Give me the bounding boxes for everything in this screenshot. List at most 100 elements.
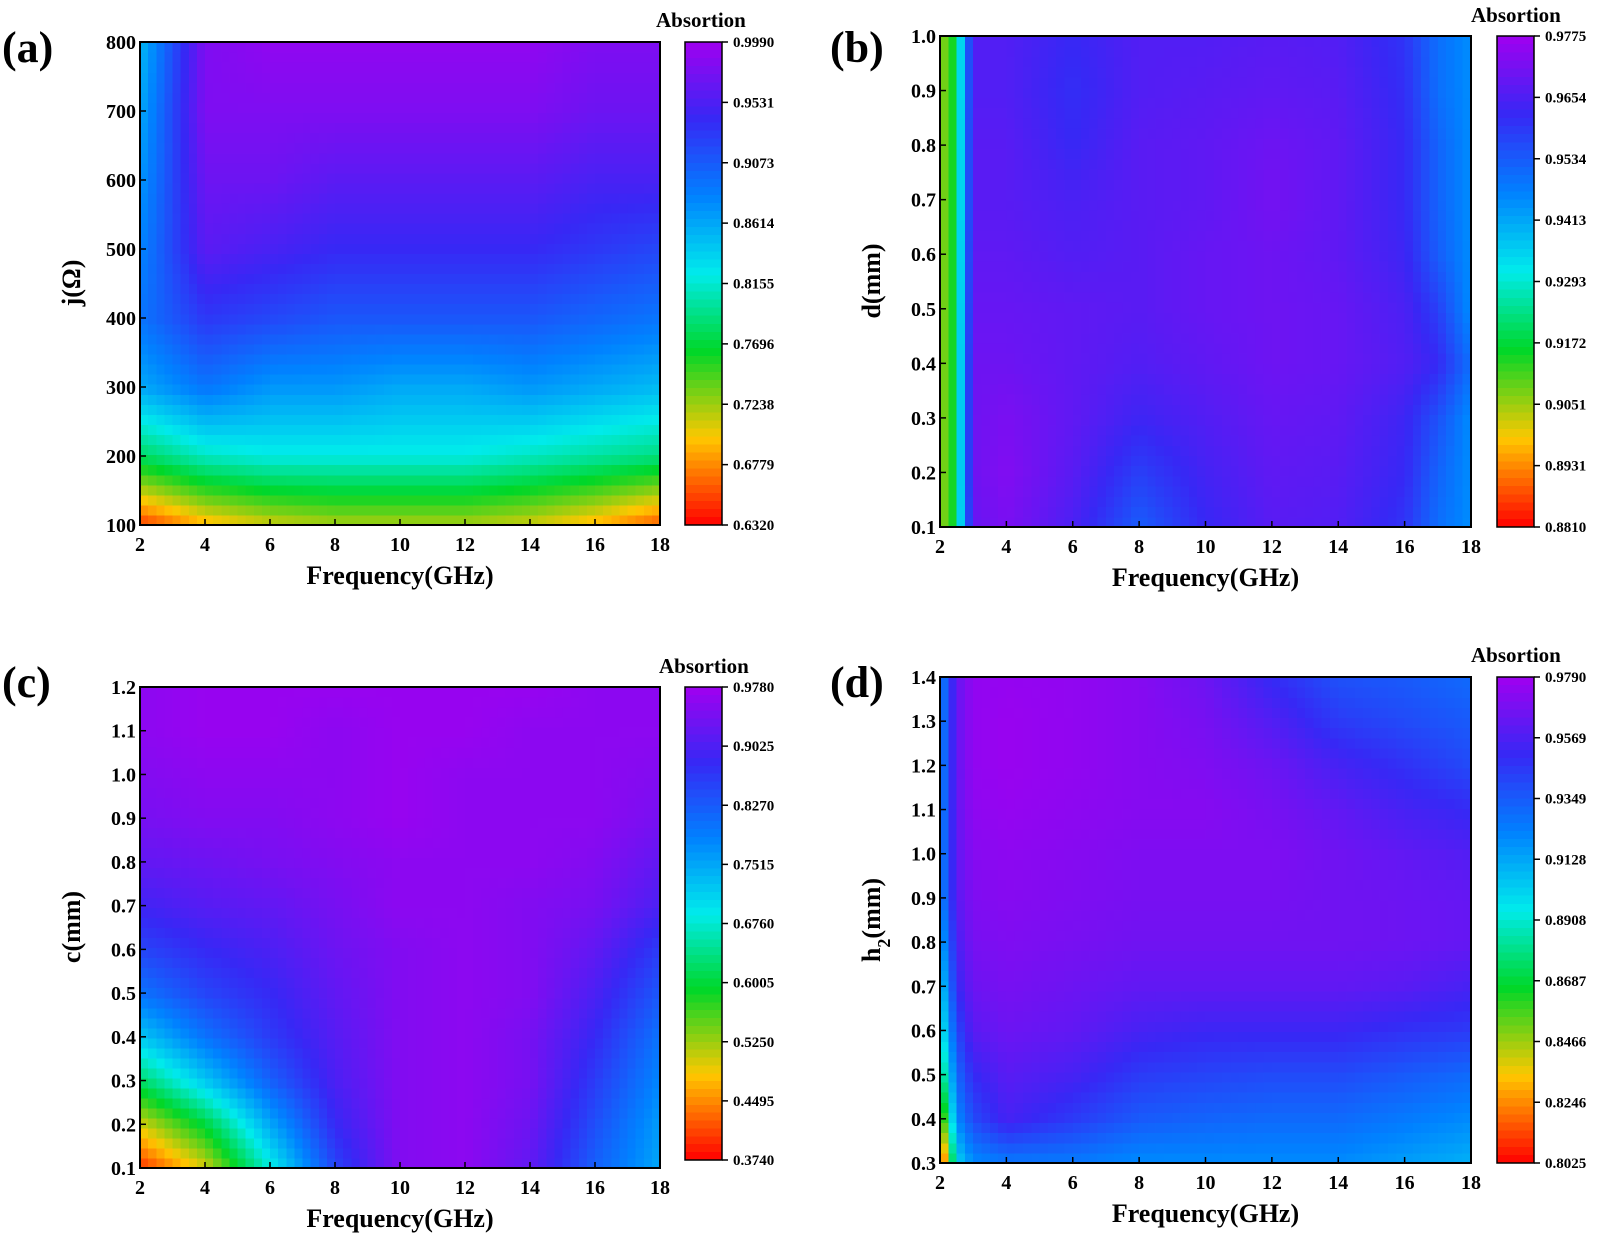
heatmap-cell xyxy=(563,404,572,415)
heatmap-cell xyxy=(408,314,417,325)
heatmap-cell xyxy=(384,102,393,113)
heatmap-cell xyxy=(522,404,531,415)
heatmap-cell xyxy=(189,102,198,113)
heatmap-cell xyxy=(571,404,580,415)
heatmap-cell xyxy=(948,466,957,477)
heatmap-cell xyxy=(1015,230,1024,241)
heatmap-cell xyxy=(522,123,531,134)
heatmap-cell xyxy=(238,72,247,83)
heatmap-cell xyxy=(408,133,417,144)
heatmap-cell xyxy=(148,414,157,425)
heatmap-cell xyxy=(940,517,949,528)
heatmap-cell xyxy=(368,434,377,445)
heatmap-cell xyxy=(1438,312,1447,323)
heatmap-cell xyxy=(506,384,515,395)
heatmap-cell xyxy=(1255,322,1264,333)
heatmap-cell xyxy=(164,143,173,154)
heatmap-cell xyxy=(1272,282,1281,293)
heatmap-cell xyxy=(400,62,409,73)
heatmap-cell xyxy=(213,334,222,345)
heatmap-cell xyxy=(1347,384,1356,395)
heatmap-cell xyxy=(181,324,190,335)
heatmap-cell xyxy=(1189,517,1198,528)
heatmap-cell xyxy=(1172,312,1181,323)
heatmap-cell xyxy=(1438,445,1447,456)
heatmap-cell xyxy=(981,414,990,425)
heatmap-cell xyxy=(940,384,949,395)
heatmap-cell xyxy=(973,292,982,303)
heatmap-cell xyxy=(246,485,255,496)
heatmap-cell xyxy=(246,294,255,305)
heatmap-cell xyxy=(1297,363,1306,374)
heatmap-cell xyxy=(229,92,238,103)
heatmap-cell xyxy=(376,294,385,305)
heatmap-cell xyxy=(213,455,222,466)
heatmap-cell xyxy=(538,213,547,224)
heatmap-cell xyxy=(173,193,182,204)
heatmap-cell xyxy=(1363,271,1372,282)
heatmap-cell xyxy=(392,203,401,214)
heatmap-cell xyxy=(1446,517,1455,528)
heatmap-cell xyxy=(319,445,328,456)
heatmap-cell xyxy=(205,183,214,194)
colorbar-band xyxy=(685,412,722,421)
colorbar-band xyxy=(685,147,722,156)
heatmap-cell xyxy=(473,62,482,73)
heatmap-cell xyxy=(1330,425,1339,436)
heatmap-cell xyxy=(368,143,377,154)
heatmap-cell xyxy=(1048,312,1057,323)
heatmap-cell xyxy=(1048,414,1057,425)
heatmap-cell xyxy=(173,92,182,103)
heatmap-cell xyxy=(189,465,198,476)
heatmap-cell xyxy=(554,294,563,305)
heatmap-cell xyxy=(319,424,328,435)
heatmap-cell xyxy=(376,153,385,164)
heatmap-cell xyxy=(1413,507,1422,518)
heatmap-cell xyxy=(262,123,271,134)
heatmap-cell xyxy=(400,314,409,325)
heatmap-cell xyxy=(1371,466,1380,477)
heatmap-cell xyxy=(1322,343,1331,354)
heatmap-cell xyxy=(319,203,328,214)
heatmap-cell xyxy=(189,253,198,264)
heatmap-cell xyxy=(449,294,458,305)
heatmap-cell xyxy=(148,394,157,405)
heatmap-cell xyxy=(1388,496,1397,507)
heatmap-cell xyxy=(311,434,320,445)
heatmap-cell xyxy=(481,233,490,244)
heatmap-cell xyxy=(400,304,409,315)
heatmap-cell xyxy=(384,183,393,194)
heatmap-cell xyxy=(940,476,949,487)
heatmap-cell xyxy=(1230,271,1239,282)
heatmap-cell xyxy=(1313,271,1322,282)
heatmap-cell xyxy=(335,173,344,184)
heatmap-cell xyxy=(1073,476,1082,487)
heatmap-cell xyxy=(595,294,604,305)
heatmap-cell xyxy=(1347,271,1356,282)
heatmap-cell xyxy=(327,465,336,476)
heatmap-cell xyxy=(948,476,957,487)
heatmap-cell xyxy=(965,333,974,344)
heatmap-cell xyxy=(1015,363,1024,374)
heatmap-cell xyxy=(1114,343,1123,354)
heatmap-cell xyxy=(424,42,433,53)
heatmap-cell xyxy=(156,263,165,274)
heatmap-cell xyxy=(1048,374,1057,385)
heatmap-cell xyxy=(1206,455,1215,466)
heatmap-cell xyxy=(1338,343,1347,354)
heatmap-cell xyxy=(1006,271,1015,282)
heatmap-cell xyxy=(205,294,214,305)
heatmap-cell xyxy=(473,82,482,93)
heatmap-cell xyxy=(343,404,352,415)
heatmap-cell xyxy=(636,243,645,254)
heatmap-cell xyxy=(1264,476,1273,487)
heatmap-cell xyxy=(246,445,255,456)
heatmap-cell xyxy=(213,354,222,365)
heatmap-cell xyxy=(1330,251,1339,262)
heatmap-cell xyxy=(1040,394,1049,405)
heatmap-cell xyxy=(1313,496,1322,507)
heatmap-cell xyxy=(148,404,157,415)
x-tick-label: 2 xyxy=(135,534,145,556)
heatmap-cell xyxy=(981,261,990,272)
heatmap-cell xyxy=(238,455,247,466)
